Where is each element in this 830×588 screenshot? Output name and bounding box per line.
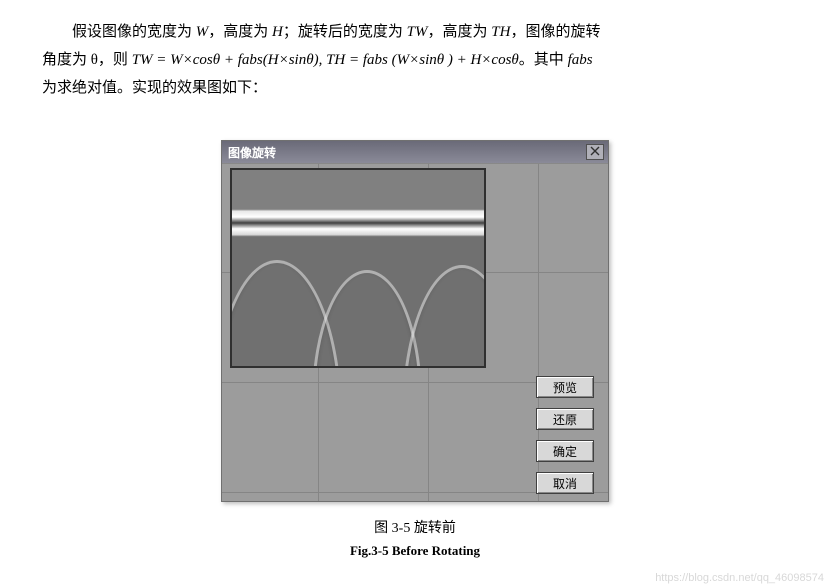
text: 。其中 (519, 52, 568, 68)
text: ；旋转后的宽度为 (283, 24, 407, 40)
image-preview (230, 168, 486, 368)
text: 角度为 θ，则 (42, 52, 132, 68)
figure-captions: 图 3-5 旋转前 Fig.3-5 Before Rotating (0, 518, 830, 562)
var-TW: TW (407, 24, 428, 40)
close-icon (590, 145, 600, 159)
text: 假设图像的宽度为 (72, 24, 196, 40)
var-TH: TH (491, 24, 510, 40)
text: ，高度为 (427, 24, 491, 40)
text: 为求绝对值。实现的效果图如下： (42, 80, 267, 96)
button-panel: 预览 还原 确定 取消 (536, 376, 594, 494)
cancel-button[interactable]: 取消 (536, 472, 594, 494)
var-W: W (196, 24, 209, 40)
close-button[interactable] (586, 144, 604, 160)
restore-button[interactable]: 还原 (536, 408, 594, 430)
caption-en: Fig.3-5 Before Rotating (0, 540, 830, 562)
dialog-title: 图像旋转 (228, 144, 276, 161)
preview-button[interactable]: 预览 (536, 376, 594, 398)
ok-button[interactable]: 确定 (536, 440, 594, 462)
formula: TW = W×cosθ + fabs(H×sinθ), TH = fabs (W… (132, 52, 519, 68)
text: ，图像的旋转 (510, 24, 600, 40)
dialog-titlebar[interactable]: 图像旋转 (222, 141, 608, 163)
caption-cn: 图 3-5 旋转前 (0, 518, 830, 540)
var-fabs: fabs (568, 52, 593, 68)
body-paragraph: 假设图像的宽度为 W，高度为 H；旋转后的宽度为 TW，高度为 TH，图像的旋转… (0, 0, 830, 102)
dialog-body: 预览 还原 确定 取消 (222, 163, 608, 501)
text: ，高度为 (208, 24, 272, 40)
var-H: H (272, 24, 283, 40)
image-rotate-dialog: 图像旋转 预览 还原 确定 取消 (221, 140, 609, 502)
watermark: https://blog.csdn.net/qq_46098574 (655, 572, 824, 584)
